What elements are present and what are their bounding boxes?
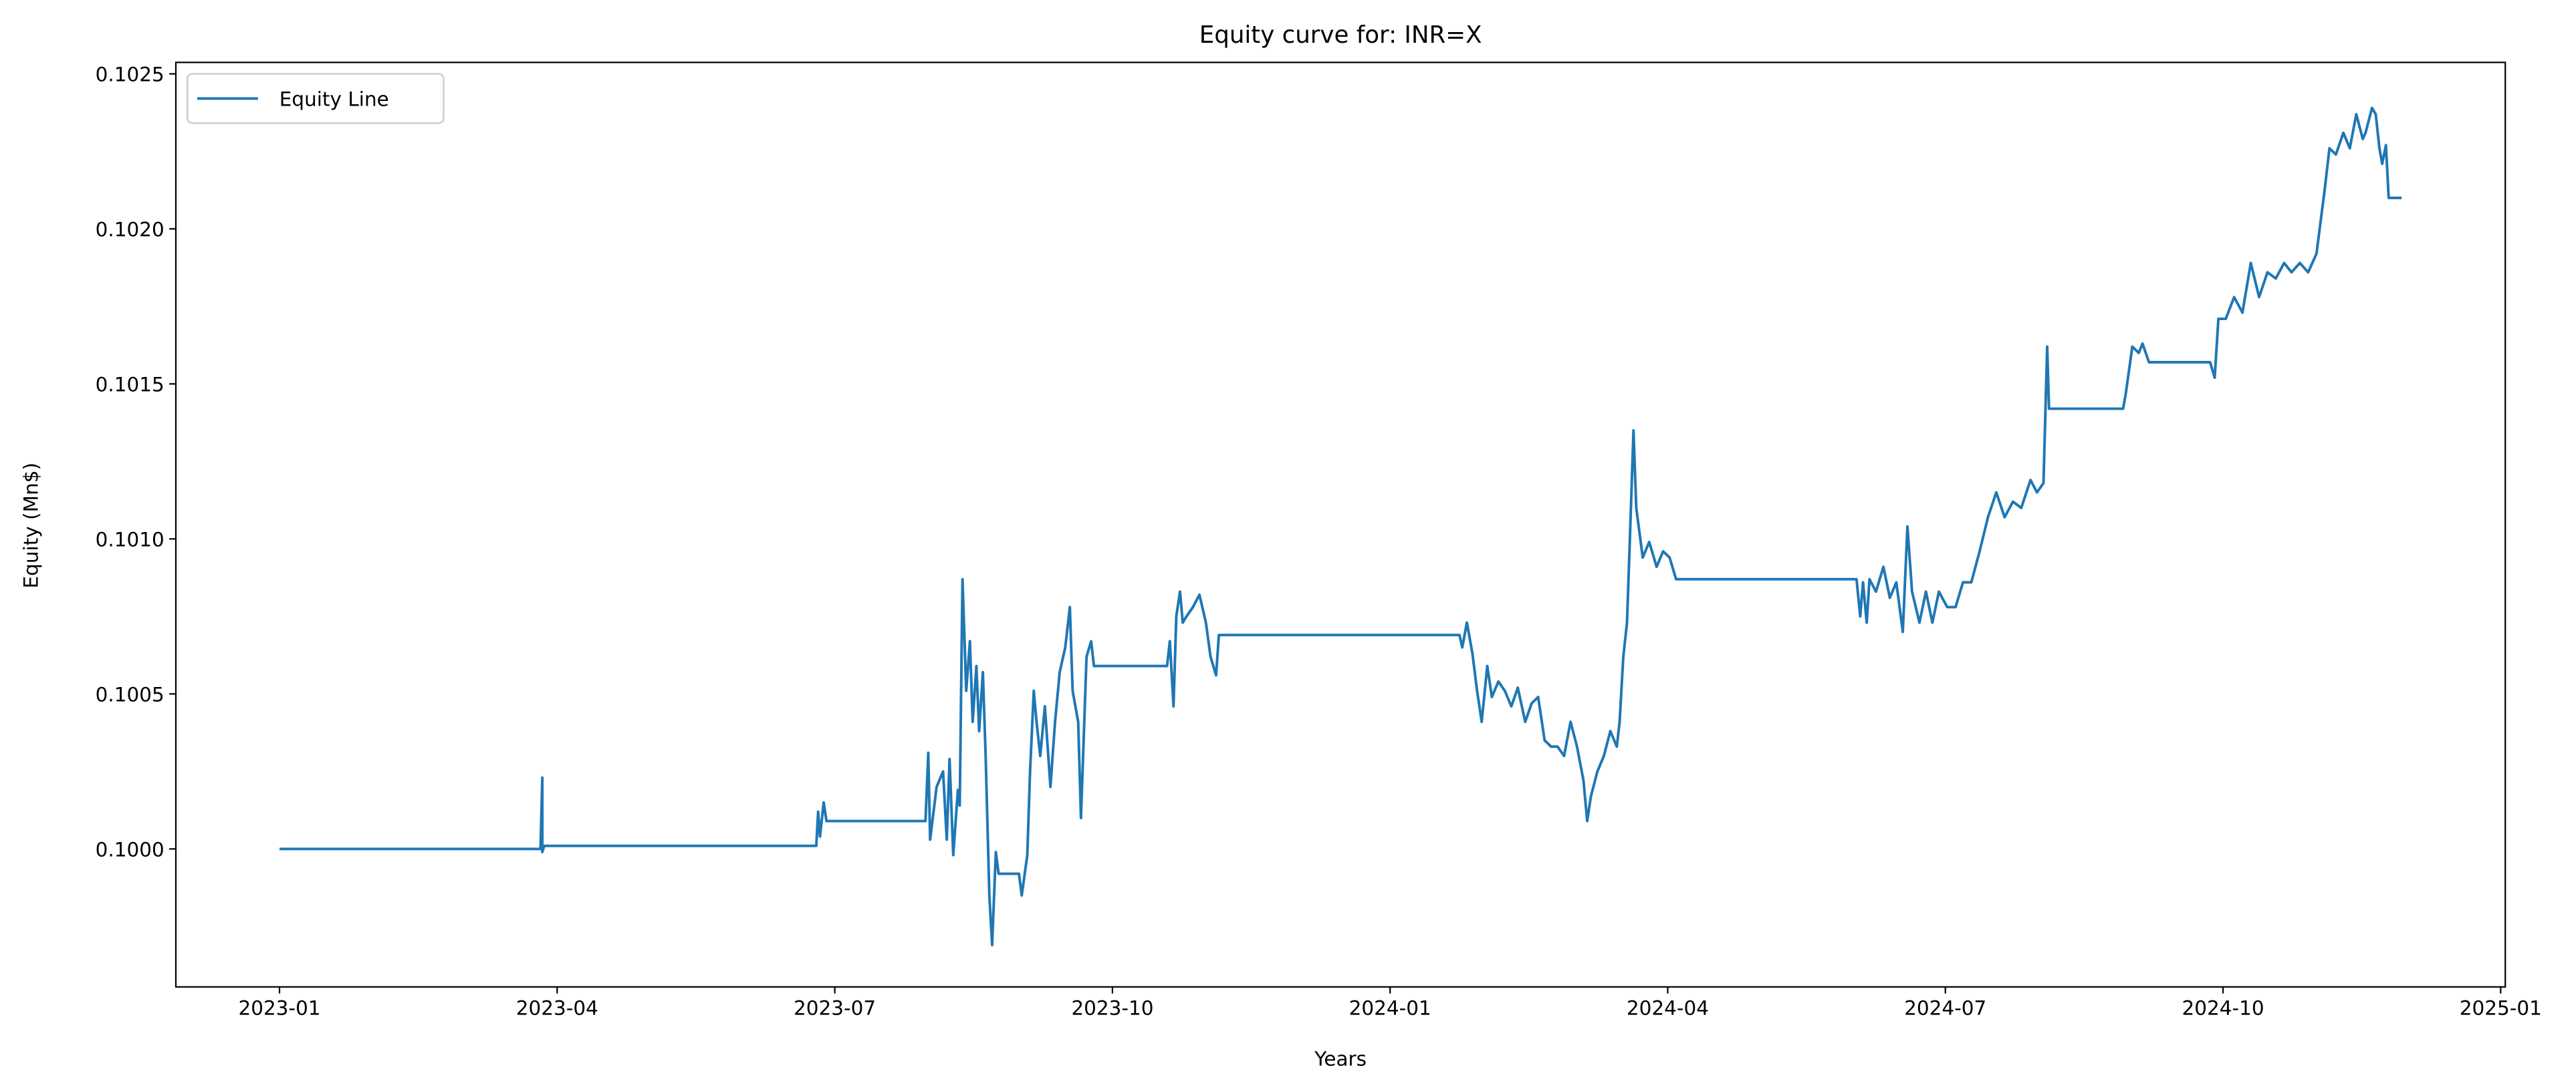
x-tick-label: 2023-10: [1071, 997, 1153, 1020]
chart-title: Equity curve for: INR=X: [1199, 21, 1482, 49]
legend-box: [186, 73, 445, 124]
legend: Equity Line: [186, 73, 445, 124]
x-axis-label: Years: [1314, 1048, 1367, 1071]
plot-area: [279, 106, 2402, 947]
x-tick-label: 2023-01: [238, 997, 320, 1020]
x-tick-label: 2025-01: [2460, 997, 2542, 1020]
x-tick-label: 2023-04: [516, 997, 598, 1020]
y-tick-label: 0.1025: [96, 63, 164, 86]
y-tick-label: 0.1020: [96, 219, 164, 241]
x-tick-label: 2024-04: [1627, 997, 1709, 1020]
axes-frame: [174, 61, 2506, 988]
y-tick-label: 0.1005: [96, 683, 164, 706]
x-tick-label: 2024-07: [1904, 997, 1986, 1020]
y-axis-label: Equity (Mn$): [20, 462, 43, 588]
y-tick-label: 0.1000: [96, 838, 164, 861]
y-tick-label: 0.1010: [96, 528, 164, 551]
equity-line: [279, 106, 2402, 947]
x-tick-label: 2024-01: [1349, 997, 1431, 1020]
x-tick-label: 2023-07: [794, 997, 876, 1020]
y-tick-label: 0.1015: [96, 374, 164, 396]
legend-label: Equity Line: [279, 88, 389, 110]
x-tick-label: 2024-10: [2182, 997, 2264, 1020]
